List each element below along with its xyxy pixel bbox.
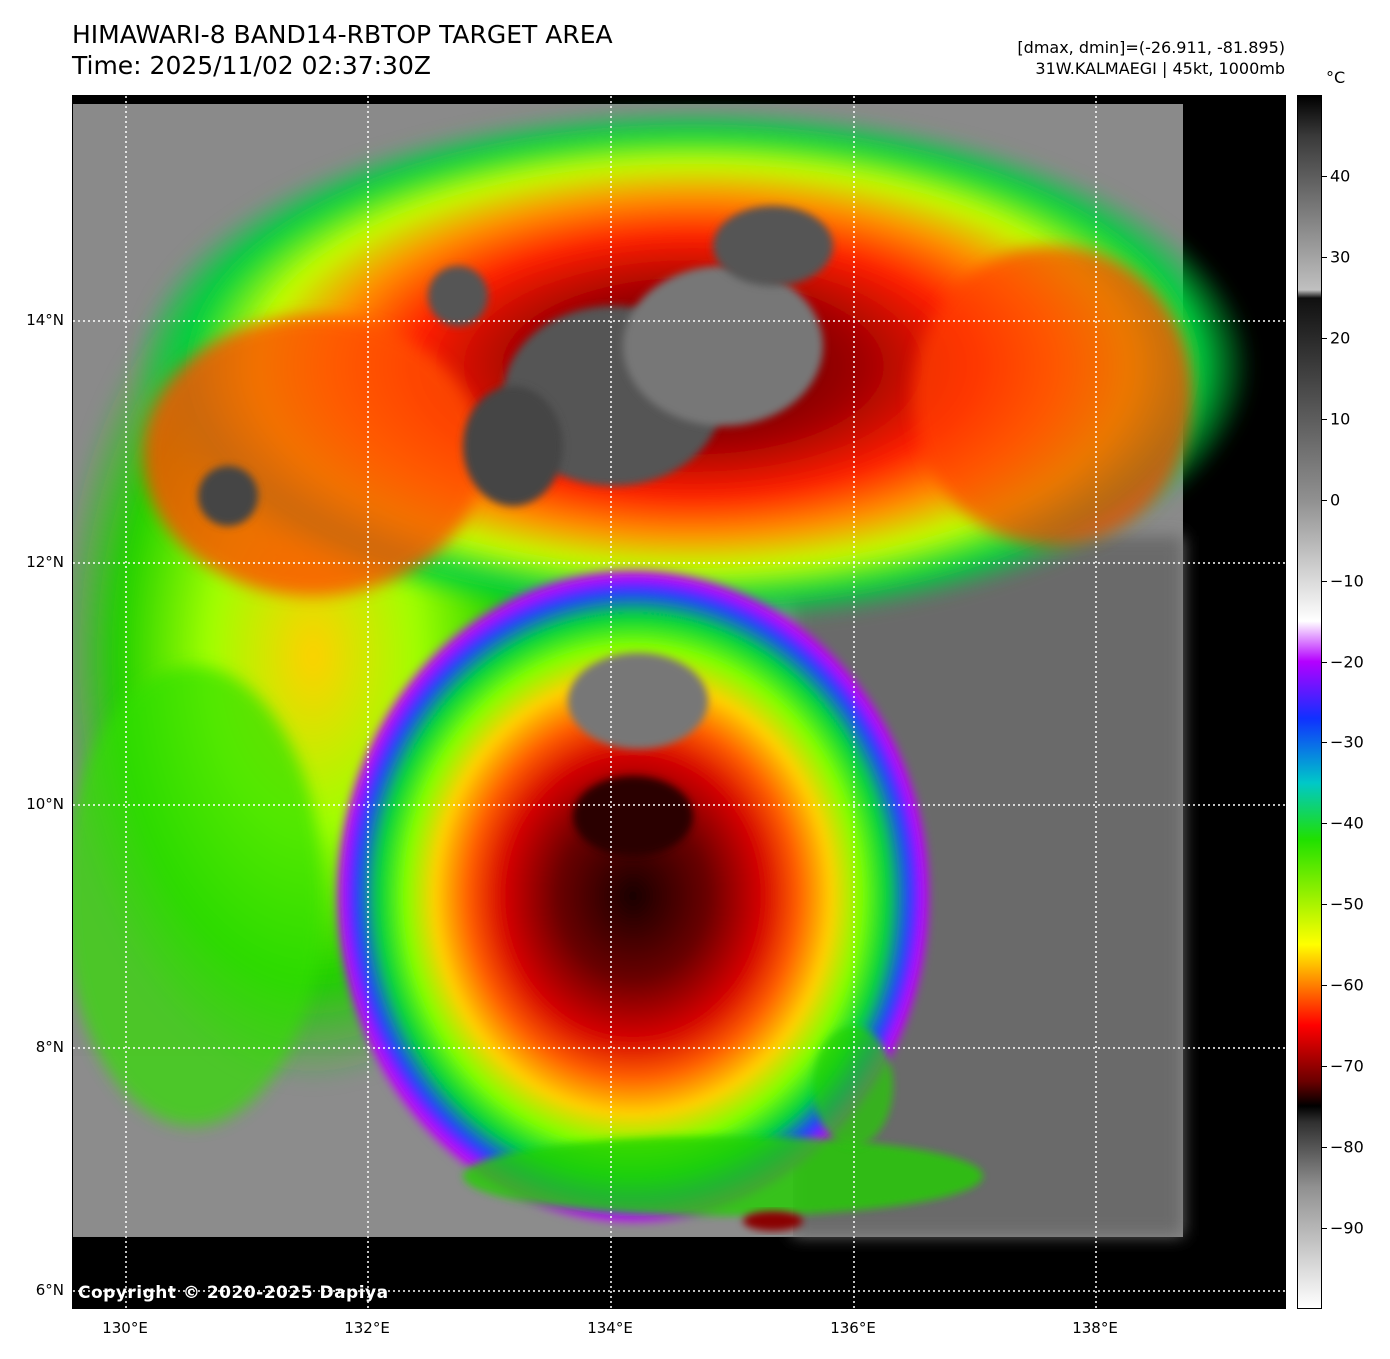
satellite-map — [72, 95, 1286, 1309]
satellite-imagery — [73, 96, 1285, 1308]
colorbar-tick-label: −80 — [1330, 1137, 1364, 1157]
lon-label-134e: 134°E — [587, 1319, 633, 1337]
colorbar-tick-label: −10 — [1330, 571, 1364, 591]
colorbar-tick-label: −60 — [1330, 975, 1364, 995]
colorbar-unit: °C — [1326, 68, 1346, 87]
chart-time: Time: 2025/11/02 02:37:30Z — [72, 51, 431, 80]
colorbar-tick — [1322, 904, 1327, 906]
storm-info-text: 31W.KALMAEGI | 45kt, 1000mb — [1035, 59, 1285, 78]
colorbar-tick-label: 30 — [1330, 247, 1351, 267]
lon-label-132e: 132°E — [344, 1319, 390, 1337]
colorbar-tick-label: −30 — [1330, 732, 1364, 752]
colorbar-tick — [1322, 742, 1327, 744]
lat-label-14n: 14°N — [26, 311, 64, 329]
graticule — [73, 96, 1285, 1308]
lat-label-8n: 8°N — [35, 1038, 64, 1056]
colorbar-tick — [1322, 499, 1327, 501]
lat-label-10n: 10°N — [26, 795, 64, 813]
colorbar-tick-label: 0 — [1330, 490, 1341, 510]
colorbar-tick — [1322, 337, 1327, 339]
colorbar-tick-label: −20 — [1330, 652, 1364, 672]
lon-label-130e: 130°E — [102, 1319, 148, 1337]
colorbar-tick-label: −90 — [1330, 1218, 1364, 1238]
chart-title: HIMAWARI-8 BAND14-RBTOP TARGET AREA — [72, 20, 613, 49]
colorbar-tick — [1322, 1147, 1327, 1149]
lon-label-138e: 138°E — [1072, 1319, 1118, 1337]
colorbar-tick-label: −70 — [1330, 1056, 1364, 1076]
colorbar-tick — [1322, 175, 1327, 177]
colorbar-tick-label: 10 — [1330, 409, 1351, 429]
lat-label-12n: 12°N — [26, 553, 64, 571]
copyright-text: Copyright © 2020-2025 Dapiya — [78, 1283, 389, 1303]
colorbar-tick — [1322, 823, 1327, 825]
colorbar-tick — [1322, 1066, 1327, 1068]
colorbar-tick — [1322, 580, 1327, 582]
colorbar-tick — [1322, 661, 1327, 663]
colorbar-tick-label: 20 — [1330, 328, 1351, 348]
temperature-range-text: [dmax, dmin]=(-26.911, -81.895) — [1017, 38, 1285, 57]
colorbar-tick-label: 40 — [1330, 166, 1351, 186]
colorbar — [1297, 95, 1322, 1309]
lat-label-6n: 6°N — [35, 1281, 64, 1299]
colorbar-tick-label: −40 — [1330, 813, 1364, 833]
colorbar-tick — [1322, 418, 1327, 420]
colorbar-tick-label: −50 — [1330, 894, 1364, 914]
colorbar-tick — [1322, 985, 1327, 987]
colorbar-tick — [1322, 256, 1327, 258]
lon-label-136e: 136°E — [830, 1319, 876, 1337]
colorbar-tick — [1322, 1228, 1327, 1230]
